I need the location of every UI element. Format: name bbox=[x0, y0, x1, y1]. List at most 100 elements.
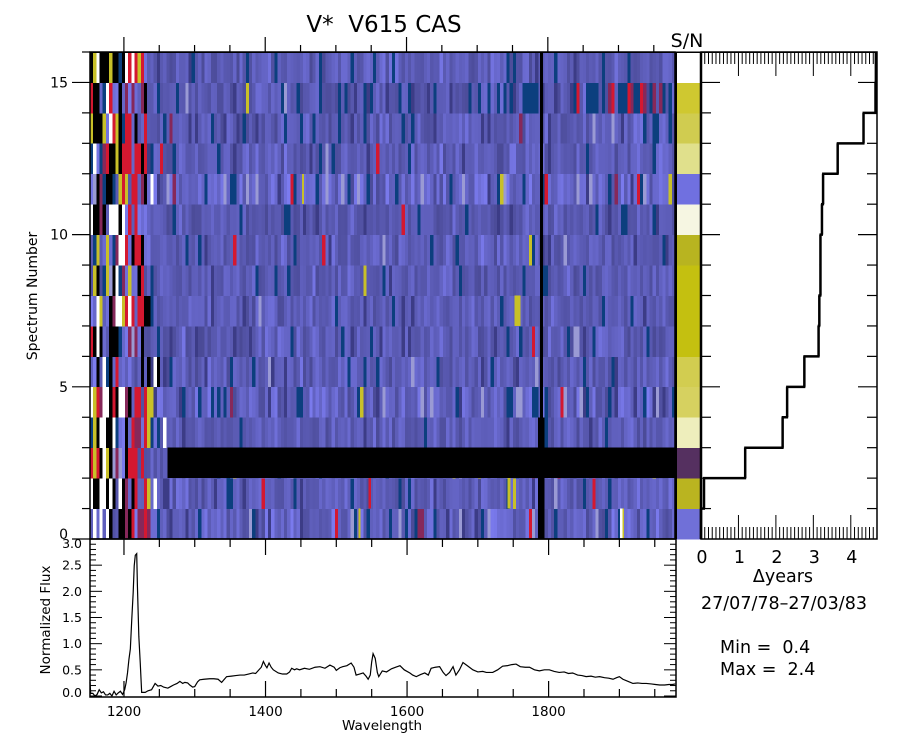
heatmap-cell bbox=[379, 112, 383, 144]
heatmap-cell bbox=[255, 356, 259, 388]
heatmap-cell bbox=[353, 386, 358, 418]
heatmap-cell bbox=[252, 234, 256, 266]
heatmap-cell bbox=[535, 508, 539, 540]
heatmap-cell bbox=[407, 265, 412, 296]
heatmap-cell bbox=[299, 265, 304, 296]
heatmap-cell bbox=[452, 478, 457, 509]
heatmap-cell bbox=[392, 143, 396, 175]
heatmap-cell bbox=[442, 325, 447, 357]
heatmap-cell bbox=[624, 173, 628, 205]
heatmap-cell bbox=[169, 234, 174, 266]
heatmap-cell bbox=[287, 508, 291, 540]
heatmap-cell bbox=[417, 325, 422, 357]
heatmap-cell bbox=[150, 508, 154, 540]
heatmap-cell bbox=[341, 417, 345, 449]
heatmap-cell bbox=[137, 295, 142, 327]
heatmap-cell bbox=[271, 173, 275, 205]
heatmap-cell bbox=[493, 204, 498, 236]
heatmap-cell bbox=[252, 173, 256, 205]
heatmap-cell bbox=[233, 173, 237, 205]
heatmap-cell bbox=[118, 173, 123, 205]
heatmap-cell bbox=[449, 508, 453, 540]
heatmap-cell bbox=[662, 356, 666, 388]
heatmap-cell bbox=[150, 265, 154, 296]
heatmap-cell bbox=[557, 112, 561, 144]
heatmap-cell bbox=[179, 204, 183, 236]
heatmap-cell bbox=[668, 417, 673, 449]
heatmap-cell bbox=[347, 204, 352, 236]
heatmap-cell bbox=[318, 325, 323, 357]
heatmap-cell bbox=[109, 417, 113, 449]
heatmap-cell bbox=[303, 295, 307, 327]
heatmap-cell bbox=[328, 356, 333, 388]
heatmap-cell bbox=[512, 204, 517, 236]
heatmap-cell bbox=[299, 112, 304, 144]
heatmap-cell bbox=[255, 508, 259, 540]
heatmap-cell bbox=[303, 173, 307, 205]
heatmap-cell bbox=[449, 478, 453, 509]
heatmap-cell bbox=[233, 82, 237, 114]
heatmap-cell bbox=[134, 112, 139, 144]
heatmap-cell bbox=[128, 386, 132, 418]
heatmap-cell bbox=[312, 417, 317, 449]
heatmap-cell bbox=[357, 234, 361, 266]
heatmap-cell bbox=[318, 52, 323, 83]
heatmap-cell bbox=[385, 173, 390, 205]
heatmap-cell bbox=[573, 478, 577, 509]
heatmap-cell bbox=[102, 325, 107, 357]
heatmap-cell bbox=[277, 112, 282, 144]
heatmap-cell bbox=[372, 265, 377, 296]
heatmap-cell bbox=[217, 143, 221, 175]
heatmap-cell bbox=[182, 173, 186, 205]
heatmap-cell bbox=[118, 478, 123, 509]
heatmap-cell bbox=[512, 508, 517, 540]
heatmap-cell bbox=[90, 112, 94, 144]
heatmap-cell bbox=[519, 417, 523, 449]
heatmap-cell bbox=[252, 143, 256, 175]
heatmap-cell bbox=[379, 143, 383, 175]
heatmap-cell bbox=[379, 204, 383, 236]
heatmap-cell bbox=[233, 143, 237, 175]
heatmap-cell bbox=[306, 478, 310, 509]
heatmap-cell bbox=[636, 508, 641, 540]
heatmap-cell bbox=[175, 478, 180, 509]
heatmap-cell bbox=[471, 112, 476, 144]
heatmap-cell bbox=[601, 204, 606, 236]
heatmap-cell bbox=[659, 112, 663, 144]
heatmap-cell bbox=[290, 82, 294, 114]
heatmap-cell bbox=[439, 478, 444, 509]
heatmap-cell bbox=[191, 204, 196, 236]
heatmap-cell bbox=[551, 234, 555, 266]
heatmap-cell bbox=[516, 508, 520, 540]
heatmap-cell bbox=[379, 173, 383, 205]
heatmap-cell bbox=[427, 295, 431, 327]
heatmap-cell bbox=[144, 204, 148, 236]
heatmap-cell bbox=[563, 265, 568, 296]
heatmap-cell bbox=[112, 173, 116, 205]
heatmap-cell bbox=[144, 265, 148, 296]
heatmap-cell bbox=[627, 112, 631, 144]
heatmap-cell bbox=[99, 356, 104, 388]
heatmap-cell bbox=[605, 508, 609, 540]
heatmap-cell bbox=[185, 173, 189, 205]
heatmap-cell bbox=[519, 52, 523, 83]
heatmap-cell bbox=[620, 386, 625, 418]
heatmap-cell bbox=[643, 52, 647, 83]
heatmap-cell bbox=[496, 265, 501, 296]
heatmap-cell bbox=[226, 82, 231, 114]
heatmap-cell bbox=[198, 112, 202, 144]
heatmap-cell bbox=[379, 356, 383, 388]
heatmap-cell bbox=[102, 112, 107, 144]
heatmap-cell bbox=[461, 386, 466, 418]
heatmap-cell bbox=[376, 143, 380, 175]
heatmap-cell bbox=[372, 356, 377, 388]
heatmap-cell bbox=[293, 508, 298, 540]
heatmap-cell bbox=[376, 204, 380, 236]
heatmap-cell bbox=[217, 295, 221, 327]
heatmap-cell bbox=[191, 295, 196, 327]
heatmap-cell bbox=[557, 508, 561, 540]
heatmap-cell bbox=[296, 52, 301, 83]
heatmap-cell bbox=[493, 143, 498, 175]
heatmap-cell bbox=[163, 447, 167, 479]
heatmap-cell bbox=[528, 265, 533, 296]
